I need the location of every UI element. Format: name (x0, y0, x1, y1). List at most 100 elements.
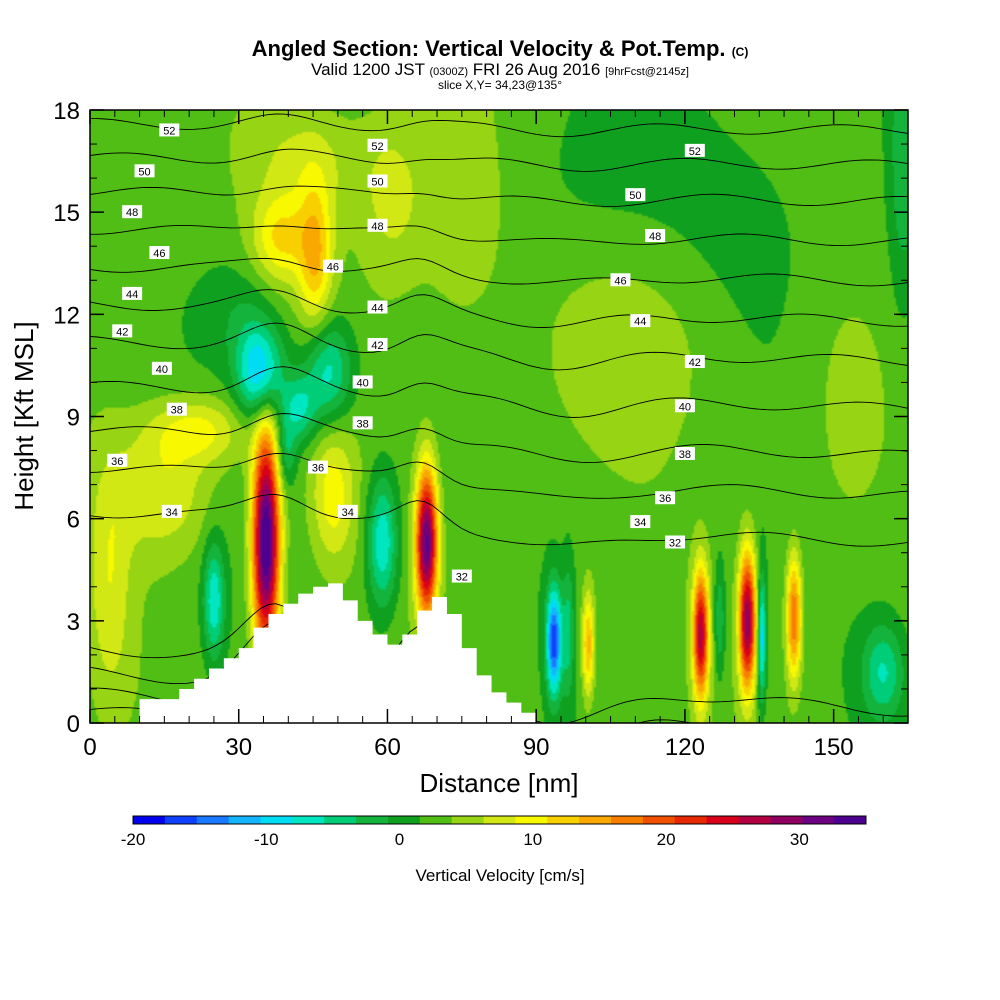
isentrope-label: 32 (669, 538, 681, 550)
isentrope-label: 46 (327, 262, 339, 274)
isentrope-label-box (122, 205, 143, 219)
colorbar-tick-label: -10 (254, 830, 279, 849)
colorbar-tick-label: -20 (121, 830, 146, 849)
colorbar-label: Vertical Velocity [cm/s] (415, 866, 584, 885)
isentrope-label: 48 (649, 231, 661, 243)
isentrope-line (90, 366, 908, 418)
isentrope-label-box (151, 361, 172, 375)
x-tick-label: 30 (225, 734, 252, 761)
colorbar: -20 -10 0 10 20 30 (121, 815, 867, 849)
colorbar-tick-label: 30 (790, 830, 809, 849)
isentrope-label: 46 (614, 275, 626, 287)
subtitle-date: FRI 26 Aug 2016 (472, 60, 601, 79)
isentrope-line (90, 224, 908, 247)
isentrope-line (90, 322, 908, 371)
y-tick-label: 15 (53, 200, 80, 227)
isentrope-label: 32 (456, 572, 468, 584)
isentrope-label-box (655, 491, 676, 505)
isentrope-line (90, 452, 908, 499)
x-tick-label: 60 (374, 734, 401, 761)
isentrope-label: 40 (156, 364, 168, 376)
isentrope-label-box (367, 138, 388, 152)
colorbar-swatch (133, 816, 166, 824)
colorbar-swatch (674, 816, 708, 824)
isentrope-label-box (684, 355, 705, 369)
isentrope-label: 34 (342, 507, 354, 519)
isentrope-label-box (134, 164, 155, 178)
isentrope-label-box (107, 453, 128, 467)
isentrope-label-box (161, 504, 182, 518)
isentrope-line (90, 289, 908, 328)
colorbar-tick-label: 0 (395, 830, 404, 849)
colorbar-swatch (611, 816, 644, 824)
colorbar-swatch (802, 816, 835, 824)
isentrope-label: 46 (153, 248, 165, 260)
y-tick-label: 12 (53, 302, 80, 329)
isentrope-label: 38 (679, 449, 691, 461)
x-tick-label: 150 (814, 734, 854, 761)
isentrope-label: 42 (689, 357, 701, 369)
isentrope-label-box (664, 535, 685, 549)
isentrope-label: 44 (371, 303, 383, 315)
x-tick-label: 0 (83, 734, 96, 761)
colorbar-tick-label: 10 (523, 830, 542, 849)
isentrope-line (90, 148, 908, 172)
isentrope-label: 36 (312, 463, 324, 475)
colorbar-swatch (738, 816, 771, 824)
chart-title: Angled Section: Vertical Velocity & Pot.… (0, 36, 1000, 62)
isentrope-line (90, 257, 908, 287)
colorbar-swatch (483, 816, 516, 824)
isentrope-label: 40 (679, 401, 691, 413)
isentrope-label-box (122, 286, 143, 300)
colorbar-swatch (164, 816, 198, 824)
colorbar-swatch (642, 816, 676, 824)
isentrope-label-box (352, 416, 373, 430)
isentrope-label: 44 (126, 289, 138, 301)
isentrope-label: 48 (371, 221, 383, 233)
isentrope-label: 48 (126, 207, 138, 219)
isentrope-label-box (149, 246, 170, 260)
y-tick-label: 0 (67, 711, 80, 738)
isentrope-label: 44 (634, 316, 646, 328)
isentrope-line (90, 185, 908, 207)
isentrope-label-box (645, 229, 666, 243)
isentrope-label-box (674, 399, 695, 413)
colorbar-swatch (515, 816, 548, 824)
x-axis-label: Distance [nm] (420, 768, 579, 798)
isentrope-label-box (337, 504, 358, 518)
colorbar-swatch (356, 816, 389, 824)
isentrope-label-box (308, 460, 329, 474)
colorbar-swatch (419, 816, 453, 824)
isentrope-label: 52 (371, 141, 383, 153)
colorbar-swatch (579, 816, 612, 824)
isentrope-line (90, 113, 908, 138)
terrain-mask (139, 583, 537, 723)
isentrope-label: 50 (629, 190, 641, 202)
subtitle-utc: (0300Z) (429, 66, 468, 78)
y-tick-label: 6 (67, 507, 80, 534)
y-axis-label: Height [Kft MSL] (9, 321, 39, 510)
colorbar-frame (132, 815, 867, 825)
isentrope-label-box (630, 314, 651, 328)
colorbar-swatch (387, 816, 421, 824)
isentrope-label: 42 (371, 340, 383, 352)
isentrope-label: 50 (138, 166, 150, 178)
y-tick-label: 9 (67, 405, 80, 432)
isentrope-label: 40 (357, 377, 369, 389)
chart-title-unit: (C) (731, 45, 749, 59)
isentrope-label-box (367, 218, 388, 232)
chart-title-text: Angled Section: Vertical Velocity & Pot.… (251, 36, 726, 61)
isentrope-labels: 52 52 52 50 50 50 48 48 48 46 46 46 44 44 44 42 42 42 40 40… (107, 123, 705, 584)
isentrope-label-box (367, 337, 388, 351)
colorbar-swatch (834, 816, 867, 824)
x-tick-label: 90 (523, 734, 550, 761)
isentrope-label-box (674, 446, 695, 460)
subtitle-valid: Valid 1200 JST (311, 60, 425, 79)
y-tick-label: 3 (67, 609, 80, 636)
subtitle-forecast: [9hrFcst@2145z] (605, 66, 689, 78)
isentrope-label: 42 (116, 326, 128, 338)
colorbar-swatch (196, 816, 230, 824)
colorbar-swatch (260, 816, 293, 824)
colorbar-swatch (324, 816, 357, 824)
